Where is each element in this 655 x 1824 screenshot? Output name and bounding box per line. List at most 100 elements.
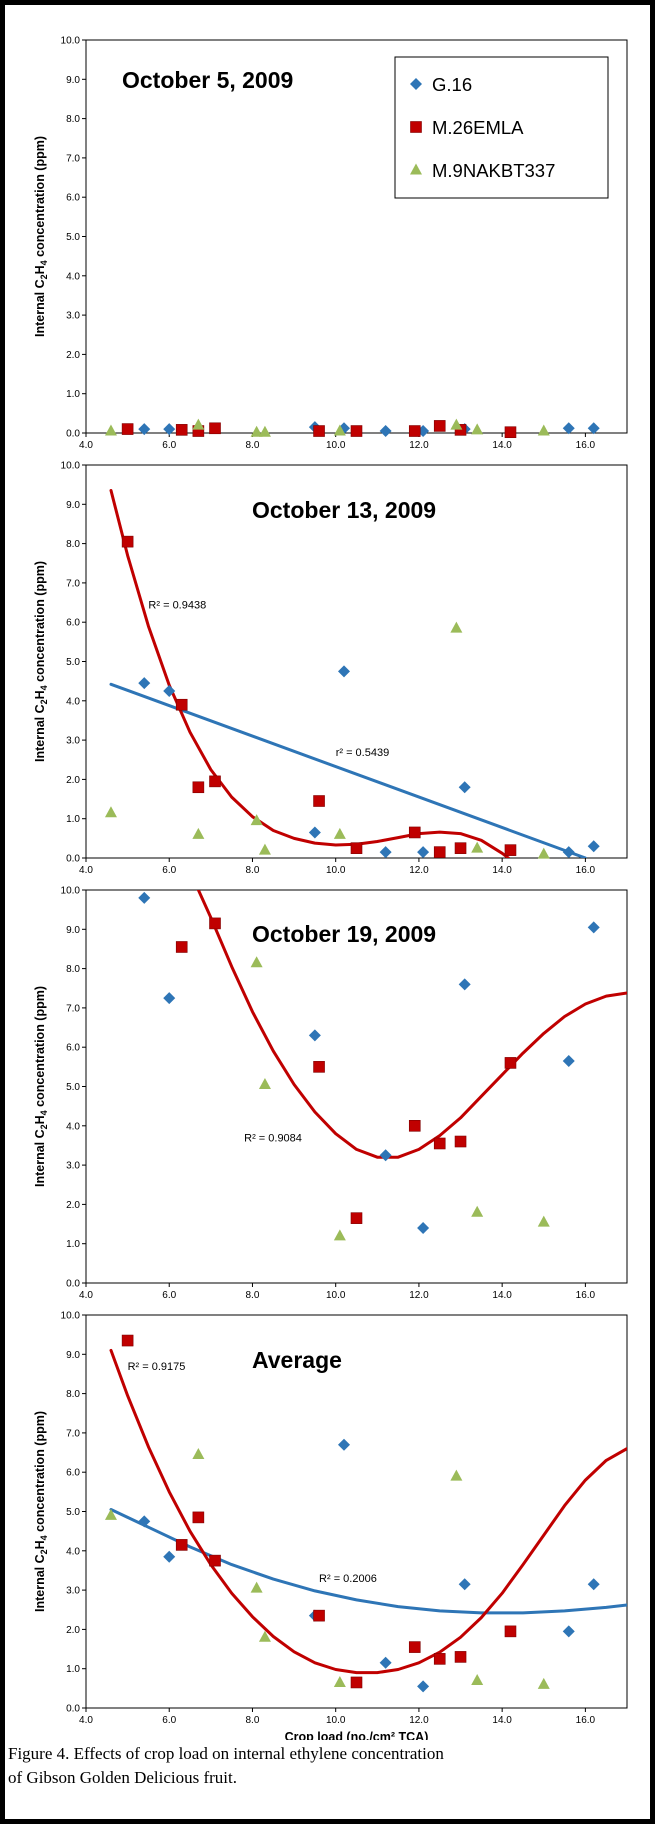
- x-tick-label: 16.0: [576, 440, 596, 451]
- data-point-m-26emla: [504, 844, 517, 856]
- series-m-9nakbt337: [250, 956, 550, 1241]
- data-point-m-26emla: [350, 1212, 363, 1224]
- x-tick-label: 4.0: [79, 1715, 93, 1726]
- data-point-m-26emla: [350, 425, 363, 437]
- data-point-m-9nakbt337: [104, 1508, 117, 1520]
- x-tick-label: 12.0: [409, 1290, 429, 1301]
- y-axis-label-2: Internal C2H4 concentration (ppm): [33, 561, 49, 762]
- x-tick-label: 4.0: [79, 1290, 93, 1301]
- y-tick-label: 3.0: [66, 736, 80, 747]
- data-point-m-9nakbt337: [333, 827, 346, 839]
- x-tick-label: 10.0: [326, 865, 346, 876]
- y-tick-label: 2.0: [66, 775, 80, 786]
- data-point-g-16: [379, 425, 392, 438]
- y-tick-label: 6.0: [66, 1468, 80, 1479]
- x-tick-label: 12.0: [409, 440, 429, 451]
- figure-charts: 0.0 1.0 2.0 3.0 4.0 5.0 6.0 7.0 8.0 9.0 10.0 4.0 6.0…: [33, 36, 628, 1740]
- y-tick-label: 4.0: [66, 696, 80, 707]
- data-point-m-26emla: [313, 795, 325, 807]
- data-point-g-16: [138, 1515, 151, 1528]
- x-tick-label: 4.0: [79, 865, 93, 876]
- figure-caption: Figure 4. Effects of crop load on intern…: [8, 1742, 648, 1790]
- y-tick-label: 3.0: [66, 311, 80, 322]
- x-tick-label: 16.0: [576, 1715, 596, 1726]
- y-tick-label: 10.0: [61, 886, 81, 897]
- series-m-26emla: [121, 1334, 517, 1689]
- legend: G.16 M.26EMLA M.9NAKBT337: [394, 56, 609, 199]
- y-tick-label: 9.0: [66, 925, 80, 936]
- data-point-g-16: [163, 1550, 176, 1563]
- data-point-g-16: [338, 1438, 351, 1451]
- series-m-9nakbt337: [104, 1448, 550, 1689]
- legend-box: [394, 56, 609, 199]
- r-squared-annotation: R² = 0.9438: [148, 599, 206, 611]
- data-point-g-16: [379, 1656, 392, 1669]
- data-point-m-26emla: [408, 425, 421, 437]
- x-tick-label: 16.0: [576, 865, 596, 876]
- y-tick-label: 1.0: [66, 1664, 80, 1675]
- data-point-m-26emla: [504, 1057, 517, 1069]
- y-tick-label: 3.0: [66, 1586, 80, 1597]
- data-point-m-26emla: [313, 425, 325, 437]
- data-point-g-16: [379, 1149, 392, 1162]
- data-point-m-9nakbt337: [250, 956, 263, 968]
- data-point-m-9nakbt337: [537, 1215, 550, 1227]
- data-point-g-16: [308, 1029, 321, 1042]
- data-point-m-26emla: [209, 1554, 221, 1567]
- chart-title: Average: [252, 1347, 342, 1373]
- x-tick-label: 8.0: [246, 1290, 260, 1301]
- y-tick-label: 8.0: [66, 964, 80, 975]
- x-tick-label: 6.0: [162, 440, 176, 451]
- data-point-m-9nakbt337: [471, 841, 484, 853]
- data-point-g-16: [562, 846, 575, 859]
- data-point-m-26emla: [433, 846, 446, 858]
- y-tick-label: 0.0: [66, 1279, 80, 1290]
- y-tick-label: 4.0: [66, 271, 80, 282]
- y-tick-label: 0.0: [66, 854, 80, 865]
- data-point-m-9nakbt337: [258, 1078, 271, 1090]
- y-tick-label: 2.0: [66, 1625, 80, 1636]
- data-point-g-16: [587, 1578, 600, 1591]
- y-tick-label: 4.0: [66, 1546, 80, 1557]
- x-tick-label: 10.0: [326, 1290, 346, 1301]
- r-squared-annotation: R² = 0.9084: [244, 1133, 302, 1145]
- data-point-m-26emla: [408, 826, 421, 839]
- y-axis-label-4: Internal C2H4 concentration (ppm): [33, 1411, 49, 1612]
- data-point-g-16: [458, 781, 471, 794]
- data-point-m-26emla: [121, 535, 134, 548]
- data-point-m-9nakbt337: [250, 425, 263, 437]
- data-point-m-26emla: [175, 698, 188, 711]
- y-tick-label: 9.0: [66, 75, 80, 86]
- chart-4: 0.0 1.0 2.0 3.0 4.0 5.0 6.0 7.0 8.0 9.0 10.0 4.0 6.0…: [33, 1311, 628, 1740]
- trendline-1: [196, 890, 627, 1159]
- legend-marker-g-16: [410, 78, 422, 90]
- data-point-m-26emla: [504, 426, 517, 439]
- chart-2: 0.0 1.0 2.0 3.0 4.0 5.0 6.0 7.0 8.0 9.0 10.0 4.0 6.0…: [33, 461, 628, 876]
- x-tick-label: 8.0: [246, 1715, 260, 1726]
- y-tick-label: 10.0: [61, 461, 81, 472]
- data-point-m-26emla: [433, 1137, 446, 1150]
- x-tick-label: 14.0: [492, 865, 512, 876]
- data-point-m-9nakbt337: [192, 418, 205, 430]
- data-point-m-26emla: [408, 1641, 421, 1653]
- data-point-m-26emla: [433, 1653, 446, 1665]
- data-point-m-26emla: [350, 842, 363, 854]
- data-point-m-9nakbt337: [471, 1673, 484, 1685]
- data-point-m-9nakbt337: [258, 843, 271, 855]
- data-point-g-16: [562, 1054, 575, 1067]
- data-point-m-9nakbt337: [192, 827, 205, 839]
- chart-title: October 13, 2009: [252, 497, 436, 523]
- data-point-g-16: [562, 422, 575, 435]
- y-tick-label: 2.0: [66, 350, 80, 361]
- y-tick-label: 0.0: [66, 1704, 80, 1715]
- series-m-9nakbt337: [104, 418, 550, 437]
- data-point-g-16: [138, 423, 151, 436]
- data-point-g-16: [458, 1578, 471, 1591]
- data-point-m-9nakbt337: [250, 1581, 263, 1593]
- data-point-g-16: [417, 1221, 430, 1234]
- legend-marker-m-9nakbt337: [410, 163, 422, 175]
- data-point-g-16: [163, 684, 176, 697]
- data-point-m-9nakbt337: [471, 423, 484, 435]
- data-point-g-16: [417, 846, 430, 859]
- x-tick-label: 6.0: [162, 1290, 176, 1301]
